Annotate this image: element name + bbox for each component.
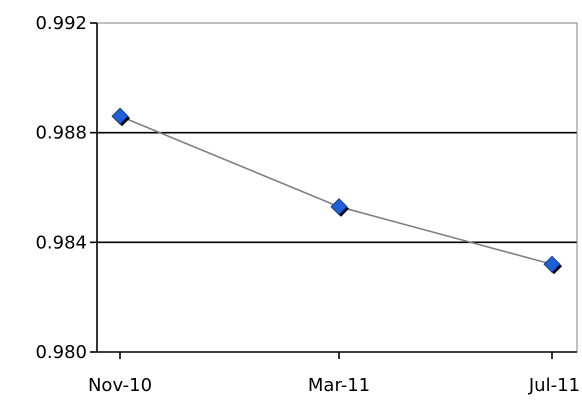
data-point [330, 198, 348, 216]
y-tick-label: 0.984 [35, 232, 87, 253]
plot-frame [96, 22, 578, 353]
series-group [111, 107, 562, 275]
x-tick-label: Mar-11 [308, 375, 370, 396]
axes [90, 22, 578, 359]
x-tick-labels: Nov-10 Mar-11 Jul-11 [88, 375, 580, 396]
y-tick-label: 0.988 [35, 123, 87, 144]
y-tick-label: 0.980 [35, 342, 87, 363]
grid-lines [97, 131, 577, 244]
x-tick-label: Nov-10 [88, 375, 152, 396]
y-tick-labels: 0.980 0.984 0.988 0.992 [35, 13, 87, 363]
data-point [543, 255, 561, 273]
data-point [111, 107, 129, 125]
x-tick-label: Jul-11 [528, 375, 580, 396]
y-tick-label: 0.992 [35, 13, 87, 34]
